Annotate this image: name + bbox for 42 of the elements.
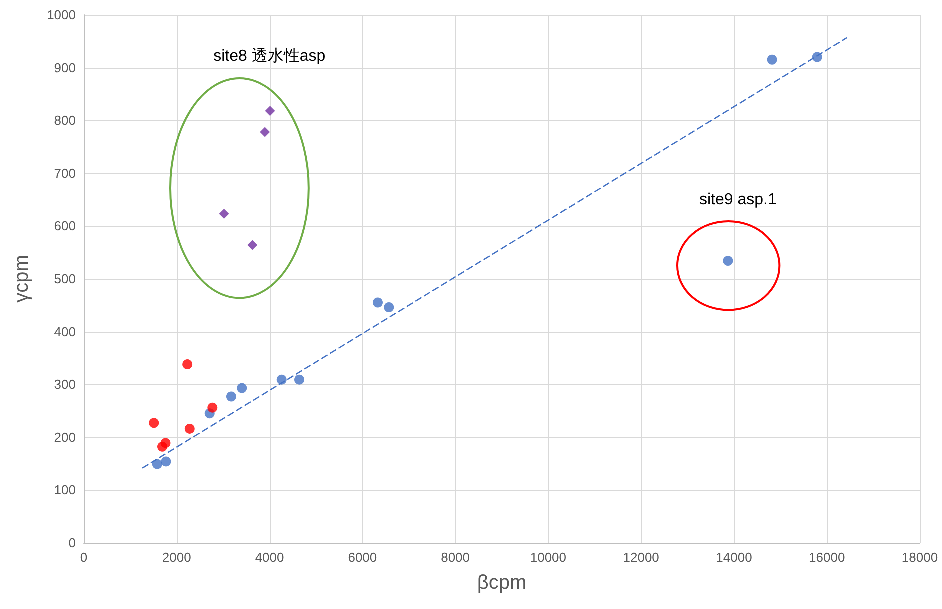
x-tick-label: 2000 [162,550,192,565]
point [182,360,193,370]
point [160,438,171,448]
point [184,424,195,434]
point [373,298,383,308]
x-tick-label: 0 [80,550,88,565]
annotation: site8 透水性asp [214,46,326,65]
y-tick-label: 600 [54,218,76,234]
point [149,418,160,428]
y-tick-label: 1000 [47,8,76,22]
x-tick-label: 8000 [441,550,470,565]
x-tick-label: 18000 [902,550,938,565]
y-tick-label: 500 [54,272,76,286]
annotation: site9 asp.1 [699,191,777,208]
x-tick-label: 6000 [348,550,378,565]
point [248,240,258,250]
point [237,383,248,394]
point [260,127,270,138]
x-tick-label: 16000 [809,550,846,565]
y-tick-label: 0 [68,536,76,550]
point [226,392,236,402]
point [767,54,778,65]
y-tick-label: 800 [54,113,76,128]
y-axis-title: γcpm [11,255,33,303]
x-tick-label: 4000 [255,550,284,565]
y-tick-label: 400 [54,324,76,340]
y-tick-label: 900 [54,60,76,76]
y-tick-label: 300 [54,377,76,392]
point [294,374,304,385]
x-axis-title: βcpm [477,572,527,594]
point [384,302,394,313]
y-tick-label: 700 [54,166,76,181]
point [161,456,172,467]
y-tick-label: 100 [54,482,76,498]
y-tick-label: 200 [54,430,76,445]
point [723,256,734,266]
x-tick-label: 10000 [530,550,567,565]
x-tick-label: 12000 [623,550,660,565]
x-tick-label: 14000 [716,550,752,565]
point [265,106,276,116]
point [219,209,230,220]
point [208,402,218,413]
